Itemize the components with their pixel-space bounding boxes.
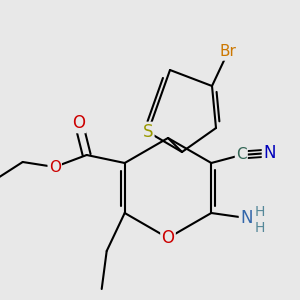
Text: N: N [263, 144, 276, 162]
Text: N: N [240, 209, 253, 227]
Text: Br: Br [220, 44, 236, 59]
Text: C: C [236, 148, 247, 163]
Text: O: O [72, 114, 85, 132]
Text: H
H: H H [255, 205, 266, 235]
Text: S: S [143, 123, 153, 141]
Text: O: O [161, 229, 175, 247]
Text: O: O [49, 160, 61, 175]
